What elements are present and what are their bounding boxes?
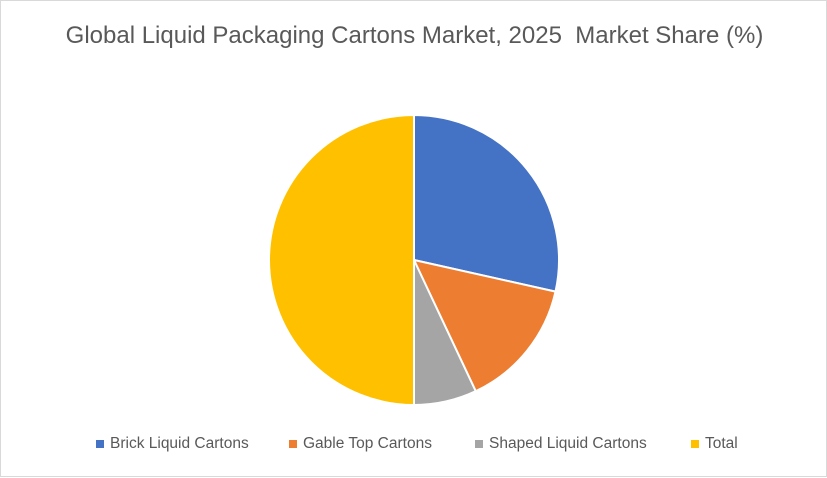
legend-swatch-gable [289, 440, 297, 448]
legend-item-gable: Gable Top Cartons [289, 435, 432, 453]
legend-swatch-shaped [475, 440, 483, 448]
legend-label-shaped: Shaped Liquid Cartons [489, 435, 647, 452]
pie-slice-brick [413, 114, 560, 293]
legend-item-shaped: Shaped Liquid Cartons [475, 435, 647, 453]
legend-label-total: Total [705, 435, 738, 452]
legend-swatch-total [691, 440, 699, 448]
legend-item-brick: Brick Liquid Cartons [96, 435, 249, 453]
pie-slice-gable [413, 259, 557, 393]
chart-legend: Brick Liquid Cartons Gable Top Cartons S… [1, 435, 827, 457]
pie-slice-total [268, 114, 415, 406]
legend-item-total: Total [691, 435, 738, 453]
legend-label-gable: Gable Top Cartons [303, 435, 432, 452]
legend-label-brick: Brick Liquid Cartons [110, 435, 249, 452]
legend-swatch-brick [96, 440, 104, 448]
chart-title: Global Liquid Packaging Cartons Market, … [65, 22, 764, 49]
